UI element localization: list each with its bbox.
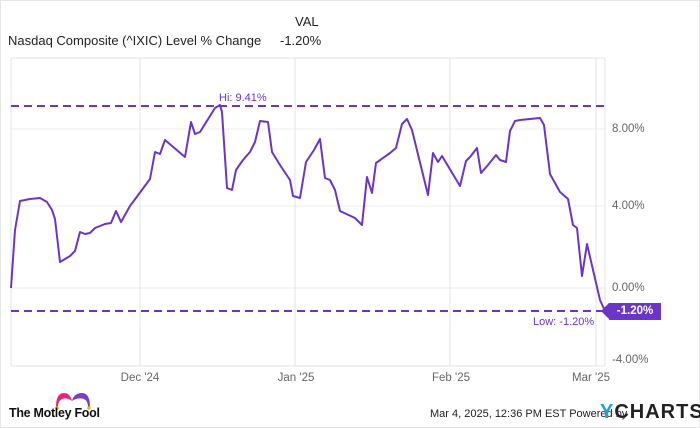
- current-value-badge: -1.20%: [601, 303, 661, 320]
- value-column-heading: VAL: [295, 14, 319, 29]
- y-tick-label: -4.00%: [612, 354, 649, 366]
- ycharts-wordmark: CHARTS: [614, 401, 700, 423]
- timestamp: Mar 4, 2025, 12:36 PM EST Powered by: [430, 408, 627, 420]
- vertical-gridlines: [139, 58, 597, 366]
- timestamp-text: Mar 4, 2025, 12:36 PM EST: [430, 408, 567, 420]
- x-tick-label: Dec '24: [120, 372, 160, 384]
- horizontal-gridlines: [11, 128, 605, 289]
- low-annotation: Low: -1.20%: [533, 316, 595, 328]
- x-tick-label: Feb '25: [432, 372, 470, 384]
- x-tick-label: Mar '25: [572, 372, 610, 384]
- y-tick-label: 4.00%: [612, 200, 645, 212]
- legend-series-value: -1.20%: [280, 33, 322, 48]
- jester-hat-icon: [55, 393, 91, 410]
- series-line: [10, 104, 606, 312]
- motley-fool-logo: The Motley Fool: [9, 406, 100, 420]
- powered-by-text: Powered by: [569, 408, 628, 420]
- legend-series-label: Nasdaq Composite (^IXIC) Level % Change: [8, 33, 262, 48]
- high-annotation: Hi: 9.41%: [219, 92, 267, 104]
- ycharts-y-mark: Y: [600, 401, 615, 423]
- ycharts-logo: YCHARTS: [600, 401, 700, 424]
- x-tick-label: Jan '25: [277, 372, 315, 384]
- y-tick-label: 8.00%: [612, 123, 645, 135]
- plot-area: [10, 57, 606, 367]
- y-tick-label: 0.00%: [612, 282, 645, 294]
